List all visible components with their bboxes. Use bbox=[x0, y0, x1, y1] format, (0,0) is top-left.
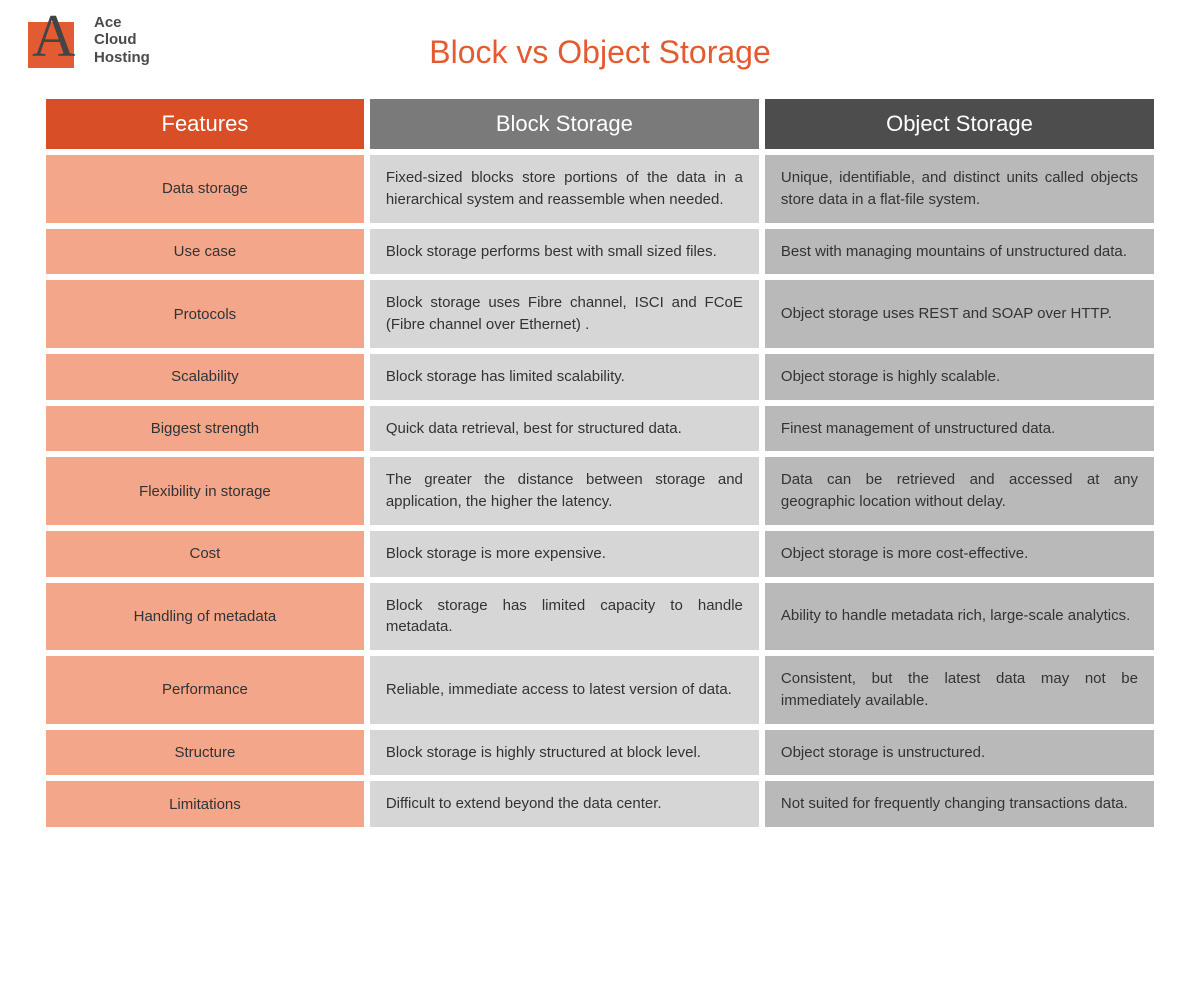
logo-mark-icon: A bbox=[28, 10, 88, 70]
feature-label: Performance bbox=[46, 656, 364, 724]
block-storage-cell: Block storage uses Fibre channel, ISCI a… bbox=[370, 280, 759, 348]
table-row: ProtocolsBlock storage uses Fibre channe… bbox=[46, 280, 1154, 348]
feature-label: Protocols bbox=[46, 280, 364, 348]
header-block-storage: Block Storage bbox=[370, 99, 759, 149]
block-storage-cell: Block storage is highly structured at bl… bbox=[370, 730, 759, 776]
page-title: Block vs Object Storage bbox=[40, 34, 1160, 71]
brand-line-1: Ace bbox=[94, 14, 150, 31]
block-storage-cell: Block storage is more expensive. bbox=[370, 531, 759, 577]
feature-label: Structure bbox=[46, 730, 364, 776]
block-storage-cell: Difficult to extend beyond the data cent… bbox=[370, 781, 759, 827]
object-storage-cell: Object storage is unstructured. bbox=[765, 730, 1154, 776]
table-row: Use caseBlock storage performs best with… bbox=[46, 229, 1154, 275]
brand-text: Ace Cloud Hosting bbox=[94, 14, 150, 66]
table-row: Flexibility in storageThe greater the di… bbox=[46, 457, 1154, 525]
brand-line-3: Hosting bbox=[94, 49, 150, 66]
block-storage-cell: Block storage performs best with small s… bbox=[370, 229, 759, 275]
object-storage-cell: Object storage uses REST and SOAP over H… bbox=[765, 280, 1154, 348]
table-row: StructureBlock storage is highly structu… bbox=[46, 730, 1154, 776]
feature-label: Data storage bbox=[46, 155, 364, 223]
table-row: Data storageFixed-sized blocks store por… bbox=[46, 155, 1154, 223]
object-storage-cell: Object storage is highly scalable. bbox=[765, 354, 1154, 400]
object-storage-cell: Ability to handle metadata rich, large-s… bbox=[765, 583, 1154, 651]
feature-label: Cost bbox=[46, 531, 364, 577]
block-storage-cell: Block storage has limited scalability. bbox=[370, 354, 759, 400]
object-storage-cell: Finest management of unstructured data. bbox=[765, 406, 1154, 452]
brand-line-2: Cloud bbox=[94, 31, 150, 48]
object-storage-cell: Object storage is more cost-effective. bbox=[765, 531, 1154, 577]
feature-label: Limitations bbox=[46, 781, 364, 827]
table-header-row: Features Block Storage Object Storage bbox=[46, 99, 1154, 149]
block-storage-cell: Reliable, immediate access to latest ver… bbox=[370, 656, 759, 724]
block-storage-cell: Block storage has limited capacity to ha… bbox=[370, 583, 759, 651]
table-row: PerformanceReliable, immediate access to… bbox=[46, 656, 1154, 724]
block-storage-cell: Quick data retrieval, best for structure… bbox=[370, 406, 759, 452]
feature-label: Use case bbox=[46, 229, 364, 275]
object-storage-cell: Best with managing mountains of unstruct… bbox=[765, 229, 1154, 275]
feature-label: Scalability bbox=[46, 354, 364, 400]
object-storage-cell: Consistent, but the latest data may not … bbox=[765, 656, 1154, 724]
feature-label: Biggest strength bbox=[46, 406, 364, 452]
feature-label: Handling of metadata bbox=[46, 583, 364, 651]
block-storage-cell: Fixed-sized blocks store portions of the… bbox=[370, 155, 759, 223]
table-row: ScalabilityBlock storage has limited sca… bbox=[46, 354, 1154, 400]
table-row: LimitationsDifficult to extend beyond th… bbox=[46, 781, 1154, 827]
header-features: Features bbox=[46, 99, 364, 149]
table-row: Biggest strengthQuick data retrieval, be… bbox=[46, 406, 1154, 452]
comparison-table: Features Block Storage Object Storage Da… bbox=[40, 93, 1160, 833]
object-storage-cell: Data can be retrieved and accessed at an… bbox=[765, 457, 1154, 525]
block-storage-cell: The greater the distance between storage… bbox=[370, 457, 759, 525]
object-storage-cell: Unique, identifiable, and distinct units… bbox=[765, 155, 1154, 223]
brand-logo: A Ace Cloud Hosting bbox=[28, 10, 150, 70]
table-row: CostBlock storage is more expensive.Obje… bbox=[46, 531, 1154, 577]
table-row: Handling of metadataBlock storage has li… bbox=[46, 583, 1154, 651]
header-object-storage: Object Storage bbox=[765, 99, 1154, 149]
feature-label: Flexibility in storage bbox=[46, 457, 364, 525]
object-storage-cell: Not suited for frequently changing trans… bbox=[765, 781, 1154, 827]
